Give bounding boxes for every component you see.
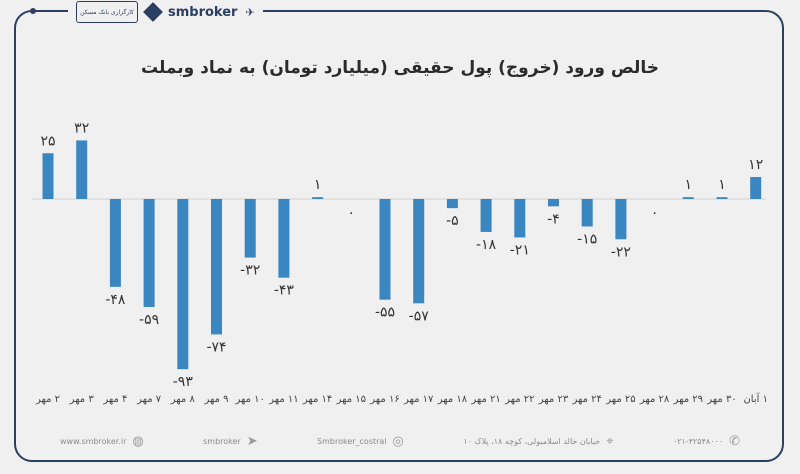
bar bbox=[76, 140, 88, 199]
category-label: ۱۱ مهر bbox=[268, 394, 298, 405]
bar bbox=[244, 199, 256, 258]
bar bbox=[177, 199, 189, 370]
bar bbox=[278, 199, 290, 278]
category-label: ۲۲ مهر bbox=[504, 394, 534, 405]
website-text: www.smbroker.ir bbox=[60, 436, 127, 446]
bar bbox=[682, 197, 694, 199]
data-label: -۴ bbox=[547, 211, 560, 227]
category-label: ۱۴ مهر bbox=[302, 394, 332, 405]
address-text: خیابان خالد اسلامبولی، کوچه ۱۸، پلاک ۱۰ bbox=[463, 436, 601, 446]
telegram-icon: ➤ bbox=[246, 433, 258, 449]
brand-name: smbroker bbox=[168, 4, 238, 20]
bar bbox=[143, 199, 155, 307]
footer-telegram[interactable]: smbroker ➤ bbox=[203, 434, 258, 449]
chart-title: خالص ورود (خروج) پول حقیقی (میلیارد توما… bbox=[140, 58, 660, 78]
category-label: ۱۶ مهر bbox=[369, 394, 399, 405]
category-label: ۲ مهر bbox=[35, 394, 60, 405]
category-label: ۱۰ مهر bbox=[234, 394, 264, 405]
data-label: ۲۵ bbox=[40, 133, 55, 149]
data-label: -۵ bbox=[446, 213, 459, 229]
category-label: ۲۸ مهر bbox=[639, 394, 670, 405]
bank-logo-text: کارگزاری بانک مسکن bbox=[80, 8, 134, 16]
data-label: -۴۳ bbox=[274, 283, 295, 299]
category-label: ۱۷ مهر bbox=[403, 394, 434, 405]
category-label: ۱۸ مهر bbox=[437, 394, 468, 405]
data-label: ۳۲ bbox=[74, 120, 89, 136]
data-label: -۲۱ bbox=[510, 242, 530, 258]
data-label: -۴۸ bbox=[105, 292, 126, 308]
category-label: ۲۹ مهر bbox=[673, 394, 703, 405]
category-label: ۹ مهر bbox=[203, 394, 228, 405]
category-label: ۲۳ مهر bbox=[538, 394, 569, 405]
category-label: ۸ مهر bbox=[170, 394, 196, 405]
bar bbox=[581, 199, 593, 227]
phone-icon: ✆ bbox=[729, 433, 740, 449]
footer-address: خیابان خالد اسلامبولی، کوچه ۱۸، پلاک ۱۰ … bbox=[463, 434, 613, 449]
category-label: ۲۴ مهر bbox=[571, 394, 601, 405]
bar bbox=[514, 199, 526, 238]
data-label: -۹۳ bbox=[173, 374, 194, 390]
bar bbox=[413, 199, 425, 304]
data-label: -۵۵ bbox=[375, 305, 395, 321]
data-label: ۱ bbox=[718, 177, 726, 193]
bar bbox=[211, 199, 222, 335]
bank-logo: کارگزاری بانک مسکن bbox=[76, 1, 138, 23]
data-label: -۷۴ bbox=[206, 339, 226, 355]
category-label: ۳۰ مهر bbox=[706, 394, 736, 405]
data-label: -۱۵ bbox=[577, 231, 597, 247]
category-label: ۴ مهر bbox=[102, 394, 127, 405]
header-dot-left bbox=[30, 8, 36, 14]
data-label: ۰ bbox=[348, 205, 356, 221]
data-label: -۳۲ bbox=[240, 263, 260, 279]
page-frame bbox=[14, 10, 784, 462]
data-label: ۱ bbox=[685, 177, 693, 193]
bar bbox=[480, 199, 492, 232]
instagram-text: Smbroker_costral bbox=[317, 436, 387, 446]
instagram-icon: ◎ bbox=[392, 433, 404, 449]
data-label: -۵۷ bbox=[409, 308, 430, 324]
category-label: ۱۵ مهر bbox=[336, 394, 366, 405]
footer: www.smbroker.ir ◍ smbroker ➤ Smbroker_co… bbox=[60, 430, 740, 452]
data-label: ۱۲ bbox=[748, 157, 763, 173]
bar bbox=[548, 199, 559, 207]
header-badge: کارگزاری بانک مسکن smbroker ✈ bbox=[68, 0, 263, 24]
data-label: ۰ bbox=[651, 205, 659, 221]
category-label: ۲۵ مهر bbox=[605, 394, 635, 405]
paper-plane-icon: ✈ bbox=[245, 5, 255, 19]
bar bbox=[109, 199, 121, 287]
globe-icon: ◍ bbox=[132, 433, 144, 449]
bar bbox=[615, 199, 627, 240]
bar bbox=[42, 153, 54, 199]
location-icon: ⌖ bbox=[606, 433, 614, 449]
telegram-text: smbroker bbox=[203, 436, 241, 446]
bar bbox=[379, 199, 391, 300]
header-line-left bbox=[36, 10, 66, 12]
category-label: ۲۱ مهر bbox=[470, 394, 500, 405]
data-label: -۲۲ bbox=[611, 244, 631, 260]
data-label: -۵۹ bbox=[139, 312, 159, 328]
footer-phone[interactable]: ۰۲۱-۴۲۵۴۸۰۰۰ ✆ bbox=[673, 434, 740, 449]
data-label: ۱ bbox=[314, 177, 322, 193]
bar bbox=[716, 197, 728, 199]
category-label: ۱ آبان bbox=[743, 392, 768, 405]
bar bbox=[446, 199, 458, 209]
category-label: ۷ مهر bbox=[136, 394, 162, 405]
data-label: -۱۸ bbox=[476, 237, 497, 253]
phone-text: ۰۲۱-۴۲۵۴۸۰۰۰ bbox=[672, 436, 724, 446]
category-label: ۳ مهر bbox=[69, 394, 95, 405]
footer-website[interactable]: www.smbroker.ir ◍ bbox=[60, 434, 144, 449]
bar bbox=[750, 177, 762, 199]
bar bbox=[312, 197, 324, 199]
footer-instagram[interactable]: Smbroker_costral ◎ bbox=[317, 434, 404, 449]
